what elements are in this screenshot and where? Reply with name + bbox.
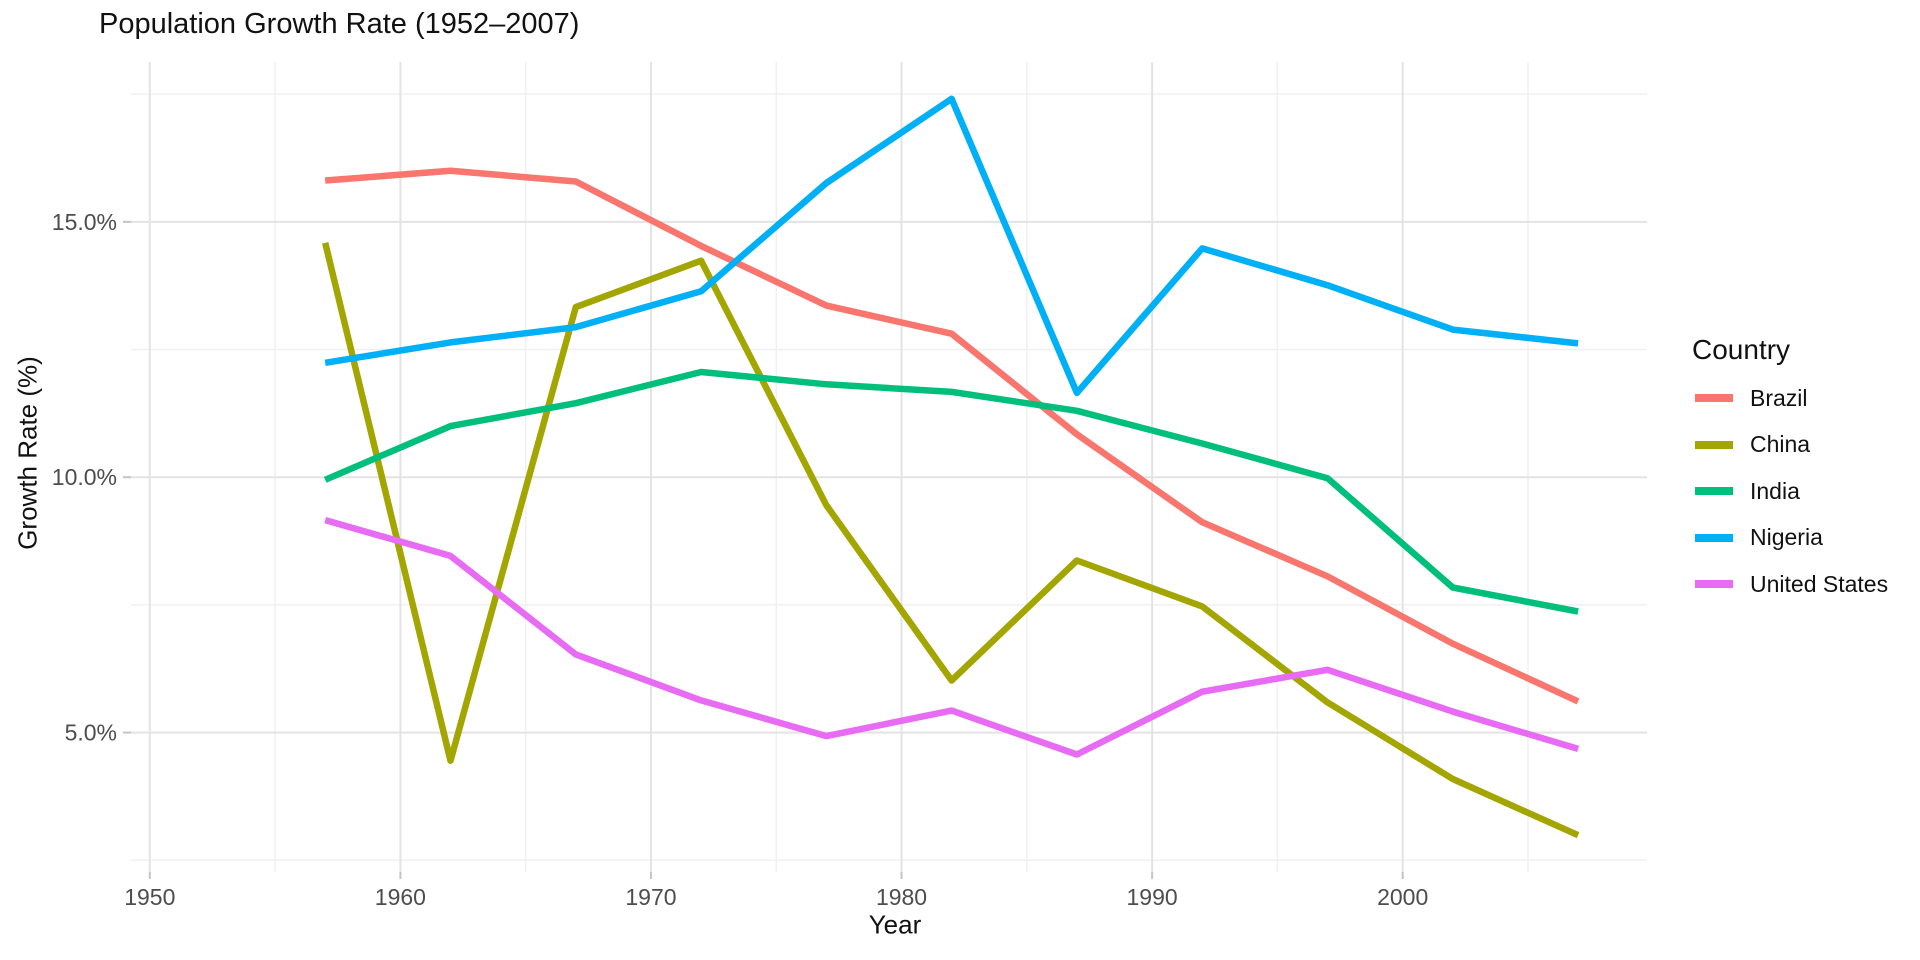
legend-label: United States [1750, 570, 1889, 597]
legend-item-india: India [1692, 468, 1918, 515]
legend-label: India [1750, 477, 1800, 504]
series-line-india [323, 368, 1579, 615]
chart-title: Population Growth Rate (1952–2007) [99, 8, 580, 40]
legend-swatch [1695, 394, 1733, 403]
y-tick-label: 10.0% [52, 464, 117, 490]
legend-item-china: China [1692, 422, 1918, 469]
y-tick-label: 5.0% [65, 720, 117, 746]
x-tick-label: 2000 [1377, 884, 1428, 910]
legend-swatch [1695, 580, 1733, 589]
x-tick-label: 1960 [375, 884, 426, 910]
x-tick-label: 1950 [124, 884, 175, 910]
legend-item-united-states: United States [1692, 561, 1918, 608]
legend-label: Nigeria [1750, 524, 1823, 551]
series-line-united-states [324, 516, 1580, 758]
series-line-brazil [324, 167, 1580, 705]
x-tick-label: 1990 [1127, 884, 1178, 910]
legend-swatch [1695, 533, 1733, 542]
legend-title: Country [1692, 334, 1791, 365]
legend-item-nigeria: Nigeria [1692, 515, 1918, 562]
legend-label: China [1750, 431, 1811, 458]
legend-item-brazil: Brazil [1692, 375, 1918, 422]
legend: Country Brazil China India Nigeria United St… [1692, 334, 1918, 608]
legend-swatch [1695, 487, 1733, 496]
y-axis-title: Growth Rate (%) [12, 356, 43, 550]
x-axis-title: Year [868, 909, 922, 940]
legend-items: Brazil China India Nigeria United States [1692, 375, 1918, 608]
x-tick-label: 1970 [625, 884, 676, 910]
legend-swatch [1695, 440, 1733, 449]
x-tick-label: 1980 [876, 884, 927, 910]
series-line-nigeria [324, 95, 1579, 397]
y-tick-label: 15.0% [52, 209, 117, 235]
series-line-china [322, 242, 1580, 839]
legend-label: Brazil [1750, 384, 1808, 411]
